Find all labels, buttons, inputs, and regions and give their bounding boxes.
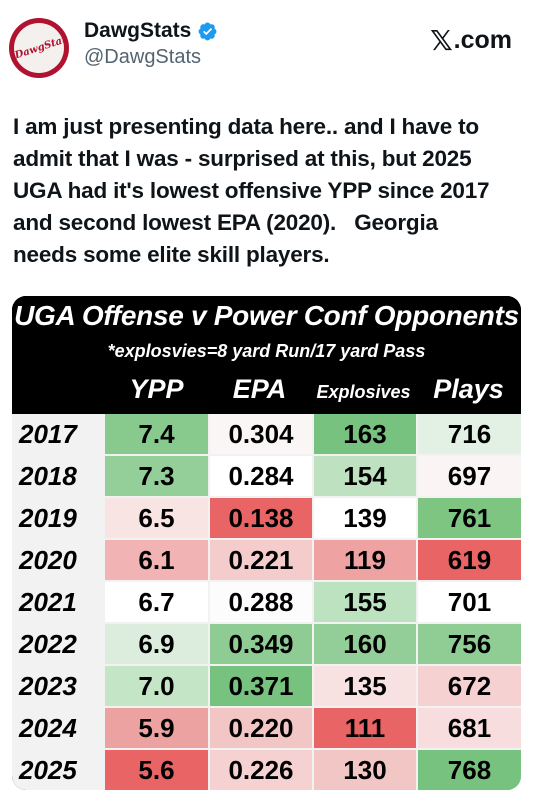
post-text: I am just presenting data here.. and I h… <box>13 114 490 267</box>
column-header-explosives: Explosives <box>316 382 411 402</box>
year-cell: 2018 <box>19 460 77 491</box>
table-row: 2023 7.0 0.371 135 672 <box>12 666 521 708</box>
ypp-cell: 7.4 <box>105 414 208 454</box>
explosives-cell: 139 <box>314 498 416 538</box>
table-row: 2020 6.1 0.221 119 619 <box>12 540 521 582</box>
ypp-cell: 6.9 <box>105 624 208 664</box>
table-row: 2021 6.7 0.288 155 701 <box>12 582 521 624</box>
plays-cell: 681 <box>418 708 521 748</box>
epa-cell: 0.221 <box>210 540 312 580</box>
chart-header: UGA Offense v Power Conf Opponents *expl… <box>12 296 521 414</box>
x-logo-icon: 𝕏 <box>430 24 453 57</box>
year-cell: 2024 <box>19 712 77 743</box>
avatar-inner: @DawgStats <box>14 23 64 73</box>
chart-title: UGA Offense v Power Conf Opponents <box>14 300 519 331</box>
ypp-cell: 5.6 <box>105 750 208 790</box>
explosives-cell: 135 <box>314 666 416 706</box>
explosives-cell: 160 <box>314 624 416 664</box>
plays-cell: 761 <box>418 498 521 538</box>
explosives-cell: 111 <box>314 708 416 748</box>
epa-cell: 0.220 <box>210 708 312 748</box>
year-cell: 2023 <box>19 670 77 701</box>
explosives-cell: 154 <box>314 456 416 496</box>
epa-cell: 0.284 <box>210 456 312 496</box>
epa-cell: 0.371 <box>210 666 312 706</box>
ypp-cell: 6.5 <box>105 498 208 538</box>
year-cell: 2025 <box>19 754 77 785</box>
plays-cell: 756 <box>418 624 521 664</box>
post-header: @DawgStats DawgStats @DawgStats 𝕏 .com <box>0 0 534 90</box>
display-name[interactable]: DawgStats <box>84 19 192 42</box>
source-label: 𝕏 .com <box>430 24 512 57</box>
explosives-cell: 155 <box>314 582 416 622</box>
epa-cell: 0.349 <box>210 624 312 664</box>
plays-cell: 672 <box>418 666 521 706</box>
year-cell: 2021 <box>19 586 77 617</box>
table-row: 2025 5.6 0.226 130 768 <box>12 750 521 790</box>
chart-subtitle: *explosvies=8 yard Run/17 yard Pass <box>107 341 426 361</box>
avatar[interactable]: @DawgStats <box>9 18 69 78</box>
column-header-epa: EPA <box>232 374 287 404</box>
ypp-cell: 7.0 <box>105 666 208 706</box>
epa-cell: 0.304 <box>210 414 312 454</box>
user-handle[interactable]: @DawgStats <box>84 46 202 68</box>
ypp-cell: 5.9 <box>105 708 208 748</box>
ypp-cell: 6.1 <box>105 540 208 580</box>
plays-cell: 619 <box>418 540 521 580</box>
explosives-cell: 119 <box>314 540 416 580</box>
year-cell: 2017 <box>19 418 77 449</box>
plays-cell: 701 <box>418 582 521 622</box>
year-cell: 2019 <box>19 502 77 533</box>
avatar-logo-text: @DawgStats <box>14 32 64 64</box>
table-row: 2018 7.3 0.284 154 697 <box>12 456 521 498</box>
source-domain-text: .com <box>453 26 512 54</box>
epa-cell: 0.288 <box>210 582 312 622</box>
explosives-cell: 130 <box>314 750 416 790</box>
ypp-cell: 7.3 <box>105 456 208 496</box>
table-row: 2017 7.4 0.304 163 716 <box>12 414 521 456</box>
chart-image[interactable]: UGA Offense v Power Conf Opponents *expl… <box>12 296 521 790</box>
epa-cell: 0.138 <box>210 498 312 538</box>
year-cell: 2022 <box>19 628 77 659</box>
column-header-ypp: YPP <box>129 374 184 404</box>
explosives-cell: 163 <box>314 414 416 454</box>
year-cell: 2020 <box>19 544 77 575</box>
epa-cell: 0.226 <box>210 750 312 790</box>
table-row: 2019 6.5 0.138 139 761 <box>12 498 521 540</box>
verified-badge-icon <box>198 22 217 40</box>
table-row: 2024 5.9 0.220 111 681 <box>12 708 521 750</box>
column-header-plays: Plays <box>433 374 504 404</box>
plays-cell: 768 <box>418 750 521 790</box>
name-row: DawgStats <box>84 19 218 43</box>
table-row: 2022 6.9 0.349 160 756 <box>12 624 521 666</box>
plays-cell: 697 <box>418 456 521 496</box>
ypp-cell: 6.7 <box>105 582 208 622</box>
plays-cell: 716 <box>418 414 521 454</box>
